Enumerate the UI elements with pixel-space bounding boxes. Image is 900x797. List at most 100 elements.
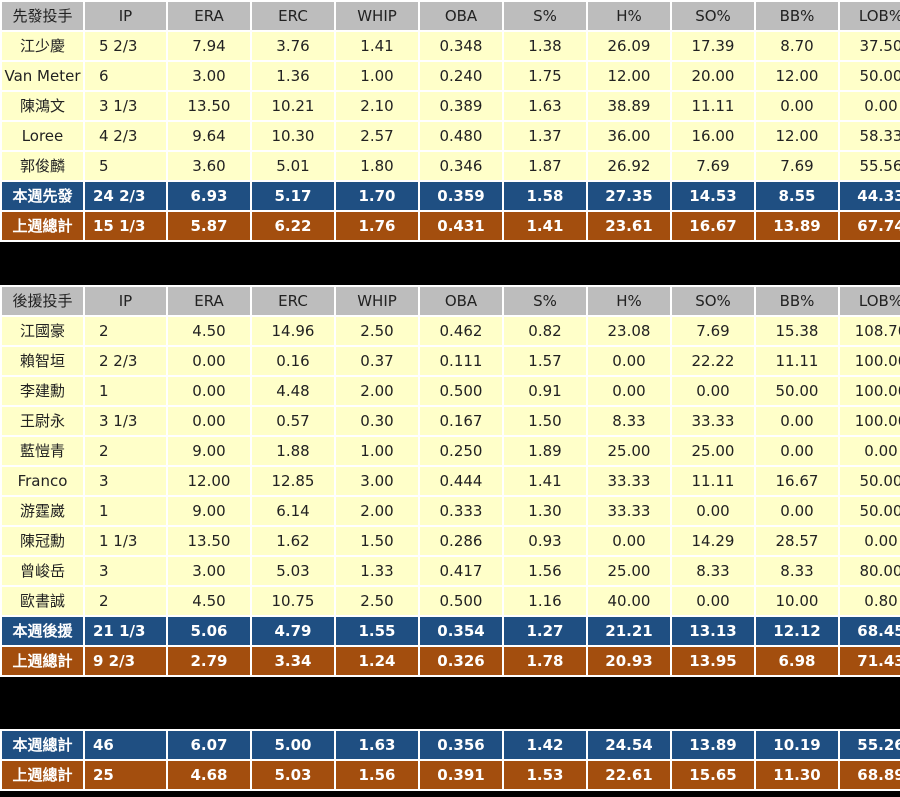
stat-cell: 33.33 xyxy=(588,467,670,495)
stat-cell: 6.98 xyxy=(756,647,838,675)
table-row: Franco 3 12.00 12.85 3.00 0.444 1.41 33.33 11.11… xyxy=(2,467,900,495)
stat-cell: 50.00 xyxy=(840,497,900,525)
column-header: IP xyxy=(85,287,166,315)
stat-cell: 6.14 xyxy=(252,497,334,525)
stat-cell: 2.50 xyxy=(336,587,418,615)
stat-cell: 1.33 xyxy=(336,557,418,585)
pitcher-name: Van Meter xyxy=(2,62,83,90)
stat-cell: 0.359 xyxy=(420,182,502,210)
stat-cell: 3 1/3 xyxy=(85,407,166,435)
stat-cell: 2.10 xyxy=(336,92,418,120)
stat-cell: 9.00 xyxy=(168,437,250,465)
pitcher-name: Loree xyxy=(2,122,83,150)
table-row: Van Meter 6 3.00 1.36 1.00 0.240 1.75 12.00 20.0… xyxy=(2,62,900,90)
stat-cell: 1.00 xyxy=(336,62,418,90)
section-separator xyxy=(0,256,900,285)
pitcher-name: 本週總計 xyxy=(2,731,83,759)
stat-cell: 0.326 xyxy=(420,647,502,675)
stat-cell: 21.21 xyxy=(588,617,670,645)
stat-cell: 3 xyxy=(85,557,166,585)
stat-cell: 1 xyxy=(85,497,166,525)
stat-cell: 1.37 xyxy=(504,122,586,150)
stat-cell: 26.92 xyxy=(588,152,670,180)
stat-cell: 5.01 xyxy=(252,152,334,180)
stat-cell: 9 2/3 xyxy=(85,647,166,675)
stat-cell: 0.391 xyxy=(420,761,502,789)
stat-cell: 13.89 xyxy=(672,731,754,759)
stat-cell: 25 xyxy=(85,761,166,789)
stat-cell: 1.38 xyxy=(504,32,586,60)
column-header: OBA xyxy=(420,2,502,30)
stat-cell: 36.00 xyxy=(588,122,670,150)
stat-cell: 55.26 xyxy=(840,731,900,759)
table-row: 陳鴻文 3 1/3 13.50 10.21 2.10 0.389 1.63 38.89 11.1… xyxy=(2,92,900,120)
column-header: IP xyxy=(85,2,166,30)
stat-cell: 3 xyxy=(85,467,166,495)
stat-cell: 38.89 xyxy=(588,92,670,120)
stat-cell: 50.00 xyxy=(756,377,838,405)
stat-cell: 1 1/3 xyxy=(85,527,166,555)
stat-cell: 3.00 xyxy=(336,467,418,495)
pitcher-name: 上週總計 xyxy=(2,647,83,675)
stat-cell: 8.33 xyxy=(756,557,838,585)
stat-cell: 0.93 xyxy=(504,527,586,555)
relievers-table: 後援投手 IP ERA ERC WHIP OBA S% H% SO% BB% LOB% 江國豪 2 4.5… xyxy=(0,285,900,677)
stat-cell: 6.07 xyxy=(168,731,250,759)
stat-cell: 0.00 xyxy=(840,527,900,555)
column-header: S% xyxy=(504,287,586,315)
pitcher-name: 江少慶 xyxy=(2,32,83,60)
stat-cell: 1.27 xyxy=(504,617,586,645)
stat-cell: 0.431 xyxy=(420,212,502,240)
stat-cell: 0.00 xyxy=(756,437,838,465)
stat-cell: 0.37 xyxy=(336,347,418,375)
table-row: 賴智垣 2 2/3 0.00 0.16 0.37 0.111 1.57 0.00 22.22 11… xyxy=(2,347,900,375)
column-header: OBA xyxy=(420,287,502,315)
stat-cell: 3.76 xyxy=(252,32,334,60)
stat-cell: 0.417 xyxy=(420,557,502,585)
stat-cell: 1.88 xyxy=(252,437,334,465)
pitcher-name: 王尉永 xyxy=(2,407,83,435)
stat-cell: 5.06 xyxy=(168,617,250,645)
stat-cell: 2.00 xyxy=(336,377,418,405)
column-header: BB% xyxy=(756,2,838,30)
stat-cell: 0.00 xyxy=(672,497,754,525)
stat-cell: 1.58 xyxy=(504,182,586,210)
stat-cell: 5 xyxy=(85,152,166,180)
stat-cell: 25.00 xyxy=(588,437,670,465)
stat-cell: 13.50 xyxy=(168,92,250,120)
stat-cell: 67.74 xyxy=(840,212,900,240)
stat-cell: 13.95 xyxy=(672,647,754,675)
stat-cell: 1.56 xyxy=(336,761,418,789)
stat-cell: 1.41 xyxy=(504,212,586,240)
stat-cell: 6.93 xyxy=(168,182,250,210)
stat-cell: 1.76 xyxy=(336,212,418,240)
stat-cell: 0.167 xyxy=(420,407,502,435)
stat-cell: 15 1/3 xyxy=(85,212,166,240)
table-row: 歐書誠 2 4.50 10.75 2.50 0.500 1.16 40.00 0.00 10.00… xyxy=(2,587,900,615)
stat-cell: 0.57 xyxy=(252,407,334,435)
column-header: S% xyxy=(504,2,586,30)
stat-cell: 1.30 xyxy=(504,497,586,525)
stat-cell: 16.67 xyxy=(756,467,838,495)
stat-cell: 2 xyxy=(85,437,166,465)
stat-cell: 13.13 xyxy=(672,617,754,645)
stat-cell: 2 2/3 xyxy=(85,347,166,375)
stat-cell: 0.346 xyxy=(420,152,502,180)
stat-cell: 4.68 xyxy=(168,761,250,789)
stat-cell: 1.53 xyxy=(504,761,586,789)
table-row: 陳冠勳 1 1/3 13.50 1.62 1.50 0.286 0.93 0.00 14.29 2… xyxy=(2,527,900,555)
stat-cell: 0.240 xyxy=(420,62,502,90)
total-this-week-row: 本週總計 46 6.07 5.00 1.63 0.356 1.42 24.54 13.89 10.… xyxy=(2,731,900,759)
stat-cell: 0.00 xyxy=(840,437,900,465)
stat-cell: 0.00 xyxy=(756,92,838,120)
stat-cell: 15.38 xyxy=(756,317,838,345)
stat-cell: 7.69 xyxy=(672,317,754,345)
stat-cell: 0.00 xyxy=(588,527,670,555)
stat-cell: 25.00 xyxy=(672,437,754,465)
column-header: SO% xyxy=(672,287,754,315)
stat-cell: 8.33 xyxy=(588,407,670,435)
stat-cell: 68.45 xyxy=(840,617,900,645)
stat-cell: 8.33 xyxy=(672,557,754,585)
table-row: 游霆崴 1 9.00 6.14 2.00 0.333 1.30 33.33 0.00 0.00 50… xyxy=(2,497,900,525)
stat-cell: 12.85 xyxy=(252,467,334,495)
